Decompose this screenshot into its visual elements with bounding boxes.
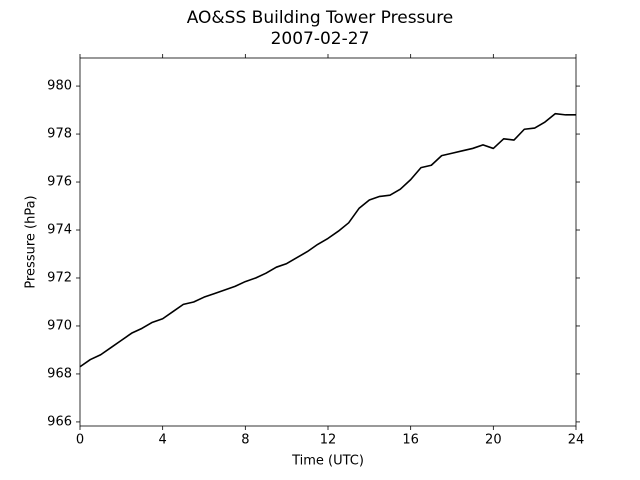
y-tick-label: 976 xyxy=(47,175,72,190)
plot-frame xyxy=(79,57,577,427)
x-tick-label: 8 xyxy=(241,433,249,448)
y-tick-label: 980 xyxy=(47,79,72,94)
y-tick-label: 968 xyxy=(47,366,72,381)
chart-title: AO&SS Building Tower Pressure xyxy=(187,8,454,28)
x-tick-label: 20 xyxy=(485,433,502,448)
y-tick-label: 966 xyxy=(47,414,72,429)
x-tick-label: 12 xyxy=(320,433,337,448)
y-tick-label: 978 xyxy=(47,127,72,142)
x-axis-label: Time (UTC) xyxy=(291,454,364,469)
y-axis-label: Pressure (hPa) xyxy=(24,195,39,288)
y-tick-label: 972 xyxy=(47,270,72,285)
data-line xyxy=(79,112,576,368)
y-tick-label: 974 xyxy=(47,223,72,238)
y-tick-label: 970 xyxy=(47,318,72,333)
x-tick-label: 0 xyxy=(76,433,84,448)
x-tick-label: 16 xyxy=(402,433,419,448)
x-tick-label: 4 xyxy=(159,433,167,448)
x-tick-label: 24 xyxy=(568,433,585,448)
chart-subtitle: 2007-02-27 xyxy=(271,29,370,49)
